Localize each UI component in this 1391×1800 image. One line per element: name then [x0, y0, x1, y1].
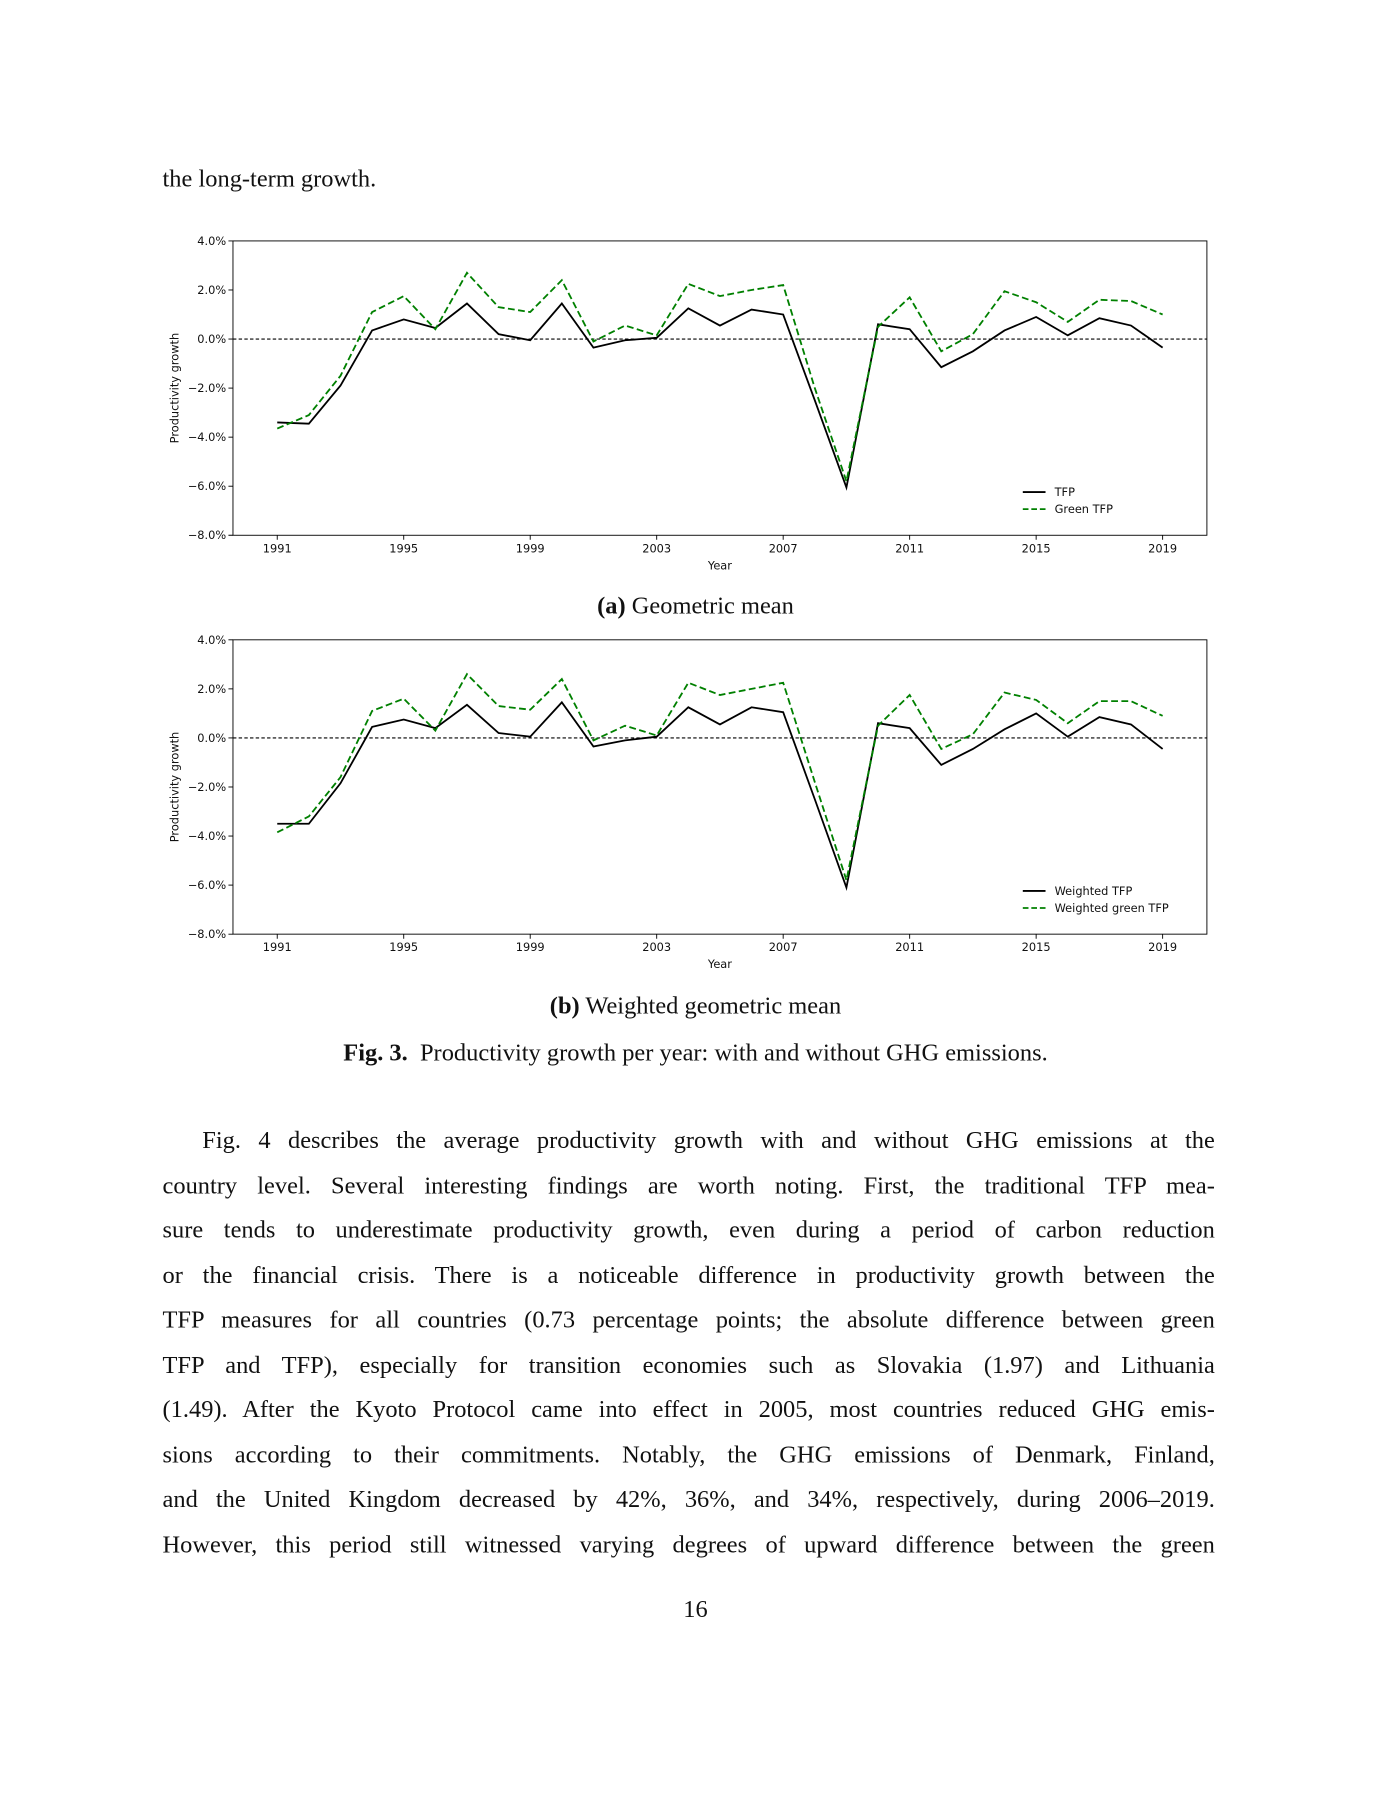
- paragraph-line: TFP and TFP), especially for transition …: [162, 1350, 1215, 1378]
- x-tick-label: 2015: [1022, 940, 1051, 954]
- subcaption-label: (b): [549, 992, 580, 1020]
- y-tick-label: −4.0%: [188, 829, 227, 843]
- x-axis-label: Year: [707, 957, 732, 971]
- x-tick-label: 1991: [263, 940, 292, 954]
- paragraph-line: TFP measures for all countries (0.73 per…: [162, 1305, 1215, 1334]
- x-tick-label: 1991: [263, 541, 292, 555]
- paragraph-line: However, this period still witnessed var…: [162, 1530, 1215, 1558]
- y-tick-label: −8.0%: [188, 528, 227, 542]
- series-line: [277, 302, 1164, 491]
- x-tick-label: 2003: [642, 541, 671, 555]
- figure-caption: Fig. 3. Productivity growth per year: wi…: [0, 1039, 1391, 1067]
- legend-label: Weighted TFP: [1055, 884, 1133, 898]
- y-tick-label: 4.0%: [197, 633, 226, 647]
- x-tick-label: 2007: [769, 940, 798, 954]
- x-tick-label: 2015: [1022, 541, 1051, 555]
- intro-text: the long-term growth.: [162, 164, 377, 193]
- paragraph-line: and the United Kingdom decreased by 42%,…: [162, 1485, 1215, 1513]
- paragraph-line: (1.49). After the Kyoto Protocol came in…: [162, 1395, 1215, 1423]
- subcaption: (b) Weighted geometric mean: [0, 992, 1391, 1020]
- y-tick-label: 4.0%: [197, 234, 226, 248]
- y-tick-label: −6.0%: [188, 878, 227, 892]
- y-axis-label: Productivity growth: [167, 732, 181, 842]
- chart: −8.0% −6.0% −4.0% −2.0% 0.0% 2.0% 4.0% 1991 1995…: [167, 234, 1208, 572]
- series-line: [277, 700, 1164, 891]
- y-tick-label: −2.0%: [188, 780, 227, 794]
- paragraph-line: sure tends to underestimate productivity…: [162, 1215, 1215, 1244]
- y-tick-label: −2.0%: [188, 381, 227, 395]
- x-tick-label: 2011: [895, 541, 924, 555]
- legend-label: TFP: [1054, 485, 1075, 499]
- y-tick-label: 0.0%: [197, 332, 226, 346]
- paragraph-line: Fig. 4 describes the average productivit…: [202, 1126, 1215, 1154]
- x-tick-label: 2019: [1148, 940, 1177, 954]
- paragraph: Fig. 4 describes the average productivit…: [163, 1123, 1215, 1572]
- series-line: [276, 271, 1163, 485]
- x-axis-label: Year: [707, 558, 732, 572]
- legend-label: Weighted green TFP: [1055, 901, 1169, 915]
- x-tick-label: 2003: [642, 940, 671, 954]
- x-tick-label: 2011: [895, 940, 924, 954]
- subcaption-text: Geometric mean: [631, 592, 794, 620]
- y-tick-label: −4.0%: [188, 430, 227, 444]
- plot-frame: [232, 639, 1208, 935]
- x-tick-label: 1995: [389, 940, 418, 954]
- figure-caption-text: Productivity growth per year: with and w…: [419, 1038, 1048, 1066]
- subcaption-text: Weighted geometric mean: [585, 992, 842, 1020]
- page-number: 16: [683, 1595, 708, 1623]
- paragraph-line: or the financial crisis. There is a noti…: [162, 1260, 1215, 1289]
- y-tick-label: 2.0%: [197, 283, 226, 297]
- chart: −8.0% −6.0% −4.0% −2.0% 0.0% 2.0% 4.0% 1991 1995…: [167, 633, 1208, 971]
- subcaption-label: (a): [597, 592, 626, 620]
- legend-label: Green TFP: [1055, 502, 1113, 516]
- x-tick-label: 1995: [389, 541, 418, 555]
- x-tick-label: 2019: [1148, 541, 1177, 555]
- y-axis-label: Productivity growth: [167, 333, 181, 443]
- series-line: [276, 672, 1164, 884]
- paragraph-line: sions according to their commitments. No…: [162, 1440, 1215, 1468]
- y-tick-label: 2.0%: [197, 682, 226, 696]
- subcaption: (a) Geometric mean: [0, 592, 1391, 620]
- figure-label: Fig. 3.: [343, 1038, 408, 1066]
- y-tick-label: −8.0%: [188, 927, 227, 941]
- plot-frame: [232, 240, 1208, 536]
- x-tick-label: 2007: [769, 541, 798, 555]
- y-tick-label: −6.0%: [188, 479, 227, 493]
- x-tick-label: 1999: [516, 541, 545, 555]
- paragraph-line: country level. Several interesting findi…: [162, 1171, 1215, 1199]
- x-tick-label: 1999: [516, 940, 545, 954]
- y-tick-label: 0.0%: [197, 731, 226, 745]
